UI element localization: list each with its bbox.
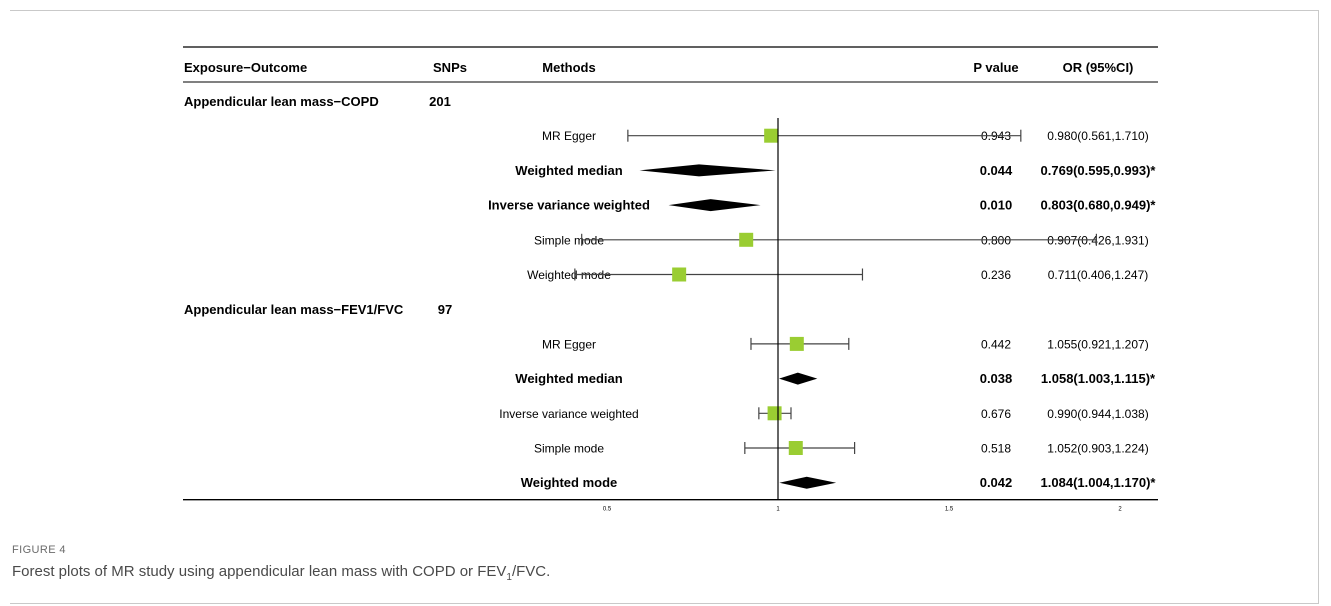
caption-subscript: 1 <box>506 572 512 583</box>
forest-plot: Exposure−Outcome SNPs Methods P value OR (95… <box>183 46 1158 513</box>
point-estimate-square <box>764 128 779 143</box>
figure-frame <box>10 10 1319 604</box>
point-estimate-square <box>788 441 803 455</box>
p-value: 0.010 <box>980 198 1013 213</box>
point-estimate-square <box>672 267 687 282</box>
p-value: 0.042 <box>980 475 1013 490</box>
p-value: 0.442 <box>981 337 1011 351</box>
p-value: 0.038 <box>980 371 1013 386</box>
or-ci-value: 0.980(0.561,1.710) <box>1047 129 1148 143</box>
or-ci-value: 0.769(0.595,0.993)* <box>1041 163 1157 178</box>
ci-diamond <box>639 164 776 177</box>
p-value: 0.518 <box>981 442 1011 456</box>
or-ci-value: 0.711(0.406,1.247) <box>1048 268 1149 282</box>
method-label: MR Egger <box>542 129 596 143</box>
method-label: Simple mode <box>534 233 604 247</box>
group-label: Appendicular lean mass−COPD <box>184 94 379 109</box>
or-ci-value: 0.803(0.680,0.949)* <box>1041 198 1157 213</box>
ci-diamond <box>668 199 761 212</box>
method-label: Weighted median <box>515 371 622 386</box>
method-label: Simple mode <box>534 442 604 456</box>
method-label: Weighted mode <box>521 475 618 490</box>
header-p-value: P value <box>973 60 1018 75</box>
or-ci-value: 1.055(0.921,1.207) <box>1047 337 1148 351</box>
method-label: Weighted mode <box>527 268 611 282</box>
p-value: 0.236 <box>981 268 1011 282</box>
x-tick-label: 1.5 <box>945 507 954 513</box>
caption-main: Forest plots of MR study using appendicu… <box>12 563 507 580</box>
method-label: Inverse variance weighted <box>499 407 638 421</box>
group-snps: 201 <box>429 94 451 109</box>
header-or-ci: OR (95%CI) <box>1063 60 1134 75</box>
caption-end: /FVC. <box>511 563 551 580</box>
x-tick-label: 1 <box>776 507 780 513</box>
header-methods: Methods <box>542 60 595 75</box>
p-value: 0.044 <box>980 163 1013 178</box>
group-label: Appendicular lean mass−FEV1/FVC <box>184 302 404 317</box>
or-ci-value: 1.058(1.003,1.115)* <box>1041 371 1156 386</box>
method-label: Inverse variance weighted <box>488 198 650 213</box>
method-label: Weighted median <box>515 163 622 178</box>
ci-diamond <box>779 372 818 385</box>
or-ci-value: 0.907(0.426,1.931) <box>1047 233 1148 247</box>
figure-caption: Forest plots of MR study using appendicu… <box>12 563 550 583</box>
or-ci-value: 1.052(0.903,1.224) <box>1047 442 1148 456</box>
figure-label: FIGURE 4 <box>12 544 66 556</box>
point-estimate-square <box>767 406 782 421</box>
ci-diamond <box>779 476 837 489</box>
point-estimate-square <box>789 336 804 351</box>
header-exposure-outcome: Exposure−Outcome <box>184 60 307 75</box>
x-tick-label: 2 <box>1118 507 1122 513</box>
method-label: MR Egger <box>542 337 596 351</box>
x-tick-label: 0.5 <box>603 507 612 513</box>
header-snps: SNPs <box>433 60 467 75</box>
group-snps: 97 <box>438 302 452 317</box>
or-ci-value: 1.084(1.004,1.170)* <box>1041 475 1157 490</box>
or-ci-value: 0.990(0.944,1.038) <box>1047 407 1148 421</box>
p-value: 0.676 <box>981 407 1011 421</box>
point-estimate-square <box>739 232 754 247</box>
